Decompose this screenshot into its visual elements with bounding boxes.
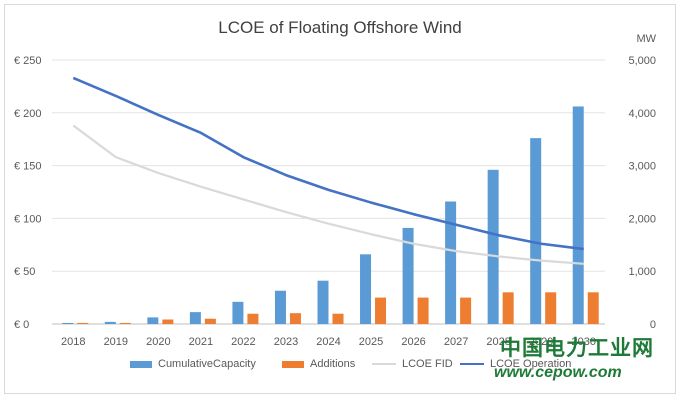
bar-additions	[77, 322, 89, 324]
bar-additions	[289, 313, 301, 324]
bar-additions	[332, 313, 344, 324]
bar-additions	[375, 297, 387, 324]
legend-label-lcoe-op: LCOE Operation	[490, 358, 572, 370]
bar-cumulativecapacity	[62, 322, 74, 324]
bar-cumulativecapacity	[445, 201, 457, 324]
bar-cumulativecapacity	[530, 138, 542, 324]
x-tick-label: 2018	[61, 336, 85, 348]
legend-item-cumulative: CumulativeCapacity	[130, 358, 256, 370]
line-lcoe-fid	[72, 124, 584, 265]
right-axis-unit-label: MW	[636, 33, 656, 45]
legend-label-cumulative: CumulativeCapacity	[158, 358, 256, 370]
x-tick-label: 2021	[189, 336, 213, 348]
bar-cumulativecapacity	[572, 106, 584, 325]
legend-swatch-cumulative	[130, 360, 152, 368]
right-tick-label: 0	[650, 319, 656, 331]
x-tick-label: 2023	[274, 336, 298, 348]
left-tick-label: € 150	[14, 161, 42, 173]
right-tick-label: 3,000	[628, 161, 656, 173]
bar-additions	[587, 292, 599, 324]
x-tick-label: 2030	[571, 336, 595, 348]
left-tick-label: € 250	[14, 55, 42, 67]
bar-additions	[460, 297, 472, 324]
bar-cumulativecapacity	[317, 280, 329, 324]
right-tick-label: 1,000	[628, 266, 656, 278]
legend-label-additions: Additions	[310, 358, 356, 370]
bar-additions	[417, 297, 429, 324]
left-tick-label: € 100	[14, 213, 42, 225]
right-tick-label: 2,000	[628, 213, 656, 225]
bar-additions	[247, 313, 259, 324]
x-tick-label: 2025	[359, 336, 383, 348]
chart-frame	[4, 4, 676, 394]
legend: CumulativeCapacity Additions LCOE FID LC…	[0, 358, 680, 376]
x-tick-label: 2027	[444, 336, 468, 348]
x-tick-label: 2026	[401, 336, 425, 348]
bar-cumulativecapacity	[189, 312, 201, 324]
bar-additions	[545, 292, 557, 324]
lines	[72, 76, 584, 265]
x-tick-label: 2019	[104, 336, 128, 348]
x-tick-label: 2020	[146, 336, 170, 348]
x-tick-label: 2022	[231, 336, 255, 348]
bar-cumulativecapacity	[104, 321, 116, 324]
x-tick-label: 2028	[486, 336, 510, 348]
legend-item-additions: Additions	[282, 358, 355, 370]
legend-label-lcoe-fid: LCOE FID	[402, 358, 453, 370]
line-lcoe-operation	[72, 76, 584, 251]
bar-cumulativecapacity	[487, 169, 499, 324]
bar-cumulativecapacity	[147, 317, 159, 324]
x-tick-label: 2029	[529, 336, 553, 348]
left-tick-label: € 50	[14, 266, 35, 278]
axes: € 0 € 50 € 100 € 150 € 200 € 250 0 1,000 2,000 3,…	[14, 33, 657, 348]
right-tick-label: 5,000	[628, 55, 656, 67]
x-tick-label: 2024	[316, 336, 340, 348]
bar-cumulativecapacity	[274, 290, 286, 324]
legend-item-lcoe-fid: LCOE FID	[372, 358, 453, 370]
bar-cumulativecapacity	[402, 227, 414, 324]
bar-additions	[204, 318, 216, 324]
legend-swatch-additions	[282, 360, 304, 368]
bar-additions	[162, 319, 174, 324]
bars	[62, 106, 599, 325]
bar-additions	[502, 292, 514, 324]
bar-cumulativecapacity	[360, 254, 372, 324]
left-tick-label: € 0	[14, 319, 29, 331]
right-tick-label: 4,000	[628, 108, 656, 120]
legend-swatch-lcoe-op	[460, 363, 484, 365]
watermark-url: www.cepow.com	[494, 364, 622, 381]
chart-title: LCOE of Floating Offshore Wind	[218, 18, 462, 37]
watermark-title: 中国电力工业网	[500, 337, 654, 360]
bar-cumulativecapacity	[232, 301, 244, 324]
legend-item-lcoe-op: LCOE Operation	[460, 358, 571, 370]
legend-swatch-lcoe-fid	[372, 363, 396, 365]
bar-additions	[119, 322, 131, 324]
left-tick-label: € 200	[14, 108, 42, 120]
